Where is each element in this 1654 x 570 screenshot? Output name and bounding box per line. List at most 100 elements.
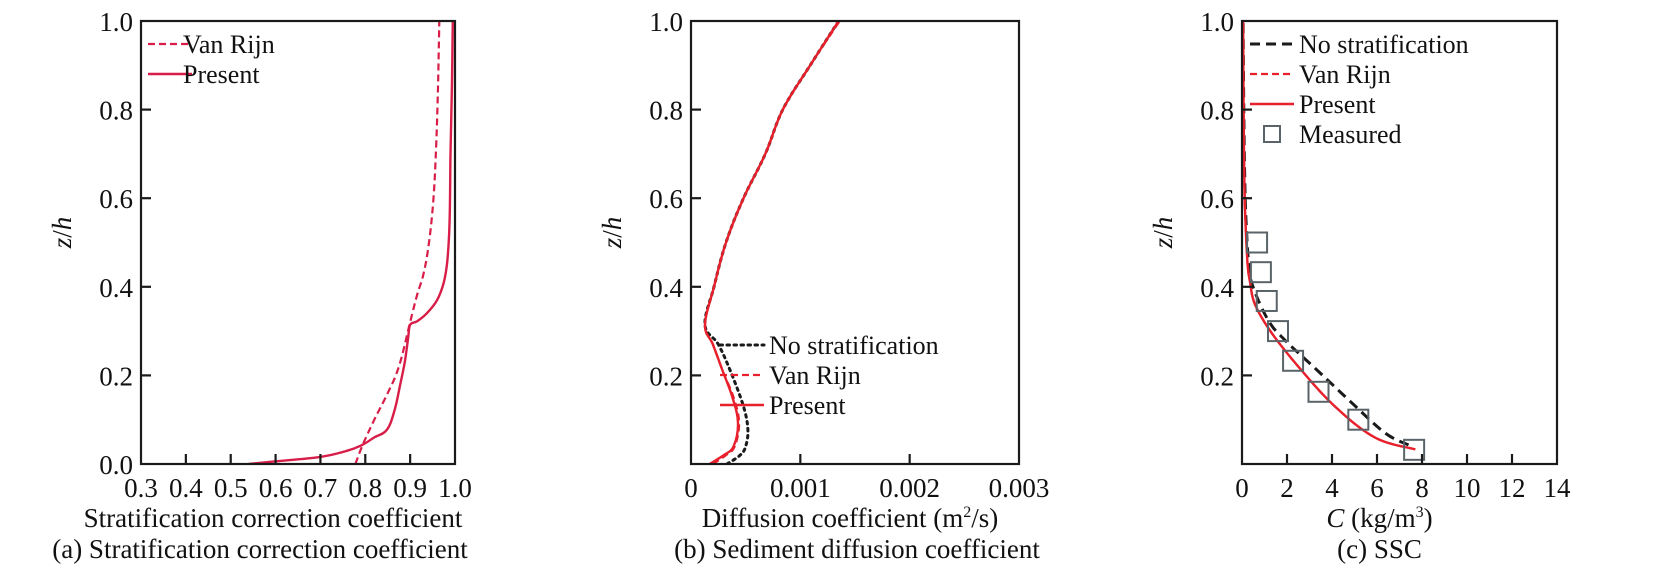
y-tick-label: 0.8 [1200,96,1234,126]
x-tick-label: 12 [1499,473,1526,503]
x-axis-label-main: (kg/m [1344,503,1415,533]
data-point-measured [1267,320,1289,343]
x-tick-label: 0.8 [348,473,382,503]
x-tick-label: 10 [1454,473,1481,503]
data-point-measured [1347,408,1370,431]
y-axis-label: z/h [597,217,627,250]
y-axis-label-z: z [1148,237,1178,249]
panel-c: 0 2 4 6 8 10 12 14 0.2 0.4 0.6 0.8 1.0 z/h C (kg/m3)(c… [1148,7,1571,564]
x-axis-label: Stratification correction coefficient [84,503,463,533]
data-point-measured [1255,289,1278,312]
y-axis-label-slash: / [1148,230,1178,238]
y-tick-label: 1.0 [1200,7,1234,37]
x-tick-label: 2 [1280,473,1294,503]
x-tick-label: 1.0 [438,473,472,503]
y-tick-label: 0.4 [1200,273,1234,303]
legend-item: Measured [1263,120,1402,149]
legend-item: Present [720,391,846,420]
data-point-measured [1246,231,1269,254]
y-tick-label: 0.0 [99,450,133,480]
x-tick-label: 6 [1370,473,1384,503]
y-axis-label-z: z [597,237,627,249]
legend-label: Present [1299,90,1376,119]
data-point-measured [1403,438,1426,461]
y-tick-label: 0.4 [99,273,133,303]
y-axis-label: z/h [47,217,77,250]
y-tick-label: 0.4 [649,273,683,303]
y-tick-label: 0.8 [99,96,133,126]
y-tick-label: 0.8 [649,96,683,126]
y-axis-label-h: h [1148,217,1178,231]
series-line-present [1242,21,1416,451]
plot-area [1242,21,1426,461]
legend-item: Van Rijn [720,361,861,390]
plot-area [248,21,454,464]
x-axis-label: Diffusion coefficient (m2/s) [702,503,998,533]
x-axis-label-main: Diffusion coefficient (m [702,503,963,533]
x-tick-label: 0.001 [770,473,831,503]
x-tick-label: 0.7 [304,473,338,503]
x-axis-label-end: /s) [971,503,998,533]
legend-label: Present [183,60,260,89]
legend-label: No stratification [1299,30,1469,59]
y-axis-label-h: h [47,217,77,231]
panel-caption: (b) Sediment diffusion coefficient [674,534,1040,564]
x-tick-label: 8 [1415,473,1429,503]
series-line-present [703,21,840,464]
y-axis-label: z/h [1148,217,1178,250]
legend-item: Van Rijn [148,30,275,59]
x-tick-label: 0 [1235,473,1249,503]
x-tick-label: 0 [684,473,698,503]
x-tick-label: 0.9 [393,473,427,503]
y-axis-label-slash: / [47,230,77,238]
y-axis-label-slash: / [597,230,627,238]
legend-item: Present [148,60,260,89]
x-tick-label: 14 [1544,473,1572,503]
legend-item: Van Rijn [1250,60,1391,89]
x-tick-label: 0.6 [259,473,293,503]
legend-item: No stratification [718,331,939,360]
x-tick-label: 0.002 [879,473,940,503]
legend-label: Van Rijn [1299,60,1391,89]
y-tick-label: 1.0 [649,7,683,37]
x-tick-label: 4 [1325,473,1339,503]
legend-label: No stratification [769,331,939,360]
y-tick-label: 0.2 [1200,361,1234,391]
x-axis-label-sup: 3 [1416,504,1424,521]
legend-label: Measured [1299,120,1402,149]
x-tick-label: 0.3 [124,473,158,503]
panel-a: 0.3 0.4 0.5 0.6 0.7 0.8 0.9 1.0 0.0 0.2 0.4 0.6 0.8 1… [47,7,472,564]
legend-item: No stratification [1250,30,1469,59]
y-tick-label: 0.2 [99,361,133,391]
legend-item: Present [1250,90,1376,119]
legend-label: Present [769,391,846,420]
legend-label: Van Rijn [769,361,861,390]
panel-caption: (a) Stratification correction coefficien… [52,534,468,564]
x-tick-label: 0.003 [989,473,1050,503]
plot-frame [1240,19,1559,466]
plot-frame [689,19,1021,466]
panel-b: 0 0.001 0.002 0.003 0.2 0.4 0.6 0.8 1.0 z/h Diffus… [597,7,1049,564]
y-tick-label: 0.6 [649,184,683,214]
legend-label: Van Rijn [183,30,275,59]
x-axis-label-var: C [1326,503,1345,533]
x-tick-label: 0.5 [214,473,248,503]
data-point-measured [1307,380,1330,403]
data-point-measured [1249,261,1272,284]
data-point-measured [1282,349,1305,372]
x-axis-label: C (kg/m3) [1326,503,1432,533]
panel-caption: (c) SSC [1337,534,1422,564]
series-line-van-rijn [354,21,441,464]
legend-marker-square [1263,125,1281,143]
x-axis-label-sup: 2 [963,504,971,521]
x-tick-label: 0.4 [169,473,203,503]
y-axis-label-h: h [597,217,627,231]
y-tick-label: 0.6 [99,184,133,214]
plot-area [703,21,841,464]
series-line-present [248,21,454,464]
y-axis-label-z: z [47,237,77,249]
